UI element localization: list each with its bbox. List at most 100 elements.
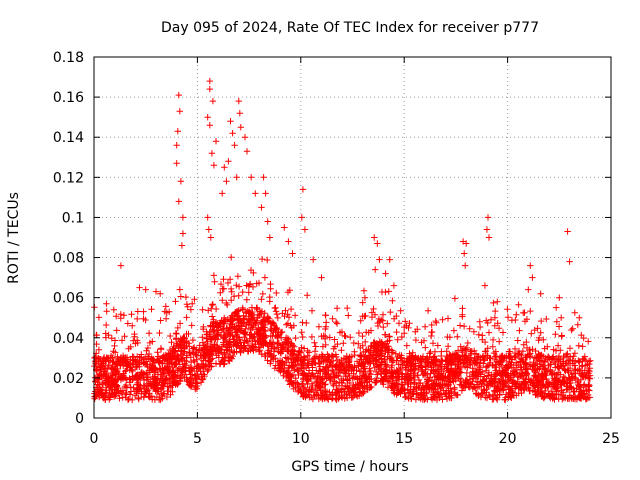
data-point (183, 374, 190, 381)
data-point (513, 380, 520, 388)
data-point (506, 354, 514, 362)
data-point (338, 394, 346, 401)
data-point (103, 308, 110, 315)
data-point (525, 375, 532, 383)
data-point (264, 256, 271, 264)
data-point (95, 314, 103, 321)
data-point (220, 276, 227, 283)
data-point (499, 380, 506, 387)
data-point (278, 344, 285, 351)
data-point (127, 364, 134, 371)
data-point (527, 350, 534, 357)
data-point (542, 354, 549, 362)
data-point (289, 351, 296, 358)
data-point (146, 393, 153, 400)
data-point (472, 390, 480, 397)
data-point (271, 322, 278, 329)
data-point (378, 375, 385, 382)
data-point (386, 337, 393, 344)
data-point (345, 312, 352, 319)
data-point (525, 286, 532, 293)
data-point (349, 375, 356, 382)
data-point (145, 330, 153, 337)
data-point (555, 363, 562, 371)
data-point (130, 384, 137, 391)
data-point (199, 339, 207, 346)
data-point (124, 358, 132, 365)
data-point (411, 369, 418, 377)
data-point (331, 374, 338, 381)
data-point (358, 390, 366, 398)
data-point (258, 255, 266, 263)
data-point (385, 288, 392, 295)
data-point (338, 347, 345, 354)
data-point (562, 367, 569, 374)
data-point (412, 353, 419, 361)
data-point (136, 284, 143, 291)
data-point (553, 304, 560, 311)
data-point (424, 359, 432, 367)
data-point (515, 347, 523, 355)
data-point (209, 313, 216, 320)
data-point (205, 366, 212, 373)
data-point (208, 348, 215, 355)
data-point (465, 380, 472, 387)
data-point (217, 289, 224, 296)
data-point (493, 358, 500, 365)
data-point (308, 386, 315, 393)
data-point (239, 288, 246, 296)
data-point (452, 377, 459, 384)
data-point (425, 378, 432, 385)
data-point (206, 77, 213, 85)
data-point (176, 377, 183, 384)
data-point (353, 391, 360, 399)
data-point (430, 367, 437, 375)
x-tick-labels: 0 5 10 15 20 25 (90, 431, 620, 447)
data-point (395, 381, 402, 388)
data-point (323, 388, 331, 395)
data-point (134, 371, 141, 379)
x-tick-label: 15 (395, 431, 413, 447)
data-point (203, 331, 210, 338)
data-point (247, 266, 255, 274)
data-point (155, 353, 162, 360)
data-point (301, 226, 309, 233)
data-point (165, 387, 172, 395)
data-point (494, 369, 501, 377)
data-point (272, 362, 279, 369)
data-point (219, 297, 226, 304)
data-point (181, 334, 188, 342)
data-point (116, 370, 123, 378)
data-point (516, 327, 523, 334)
data-point (569, 325, 576, 332)
data-point (401, 330, 408, 337)
data-point (565, 369, 572, 376)
data-point (316, 363, 324, 370)
data-point (481, 282, 489, 289)
data-point (448, 394, 455, 402)
data-point (389, 297, 396, 304)
data-point (350, 381, 357, 389)
data-point (361, 353, 368, 361)
data-point (511, 371, 518, 378)
data-point (575, 357, 582, 364)
data-point (176, 108, 183, 115)
data-point (514, 337, 521, 344)
data-point (272, 325, 279, 332)
data-point (510, 392, 518, 399)
data-point (523, 338, 530, 346)
data-point (309, 370, 316, 377)
data-point (459, 384, 467, 391)
data-point (114, 355, 121, 362)
data-point (286, 287, 293, 294)
data-point (367, 383, 374, 391)
data-point (442, 390, 449, 398)
data-point (582, 396, 589, 403)
data-point (374, 240, 381, 247)
data-point (217, 319, 224, 326)
data-point (234, 273, 242, 280)
data-point (124, 320, 131, 327)
data-point (575, 359, 583, 366)
data-point (477, 378, 484, 385)
data-point (390, 315, 398, 322)
